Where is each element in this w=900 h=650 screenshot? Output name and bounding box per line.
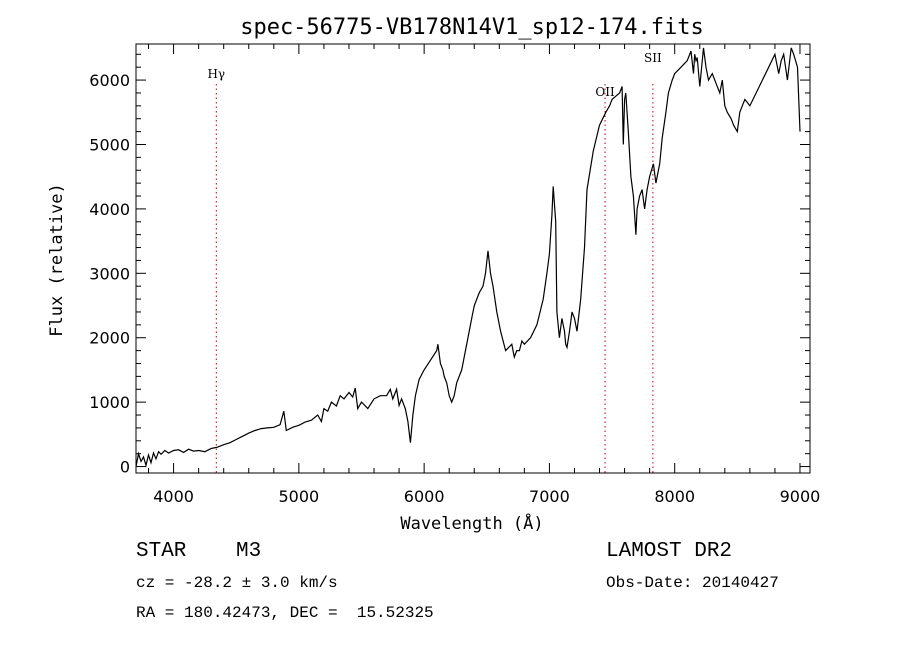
- y-tick-label-3000: 3000: [89, 264, 130, 283]
- y-axis-label: Flux (relative): [47, 183, 67, 337]
- object-class: STAR: [136, 540, 187, 563]
- object-subclass: M3: [236, 540, 262, 563]
- marker-label-1: OII: [595, 85, 615, 99]
- y-tick-label-0: 0: [120, 458, 130, 477]
- spectrum-chart: spec-56775-VB178N14V1_sp12-174.fits Flux…: [47, 15, 821, 534]
- y-tick-label-2000: 2000: [89, 329, 130, 348]
- x-axis-ticks: 4000 5000 6000 7000 8000 9000: [148, 44, 821, 506]
- coordinates-text: RA = 180.42473, DEC = 15.52325: [136, 604, 434, 622]
- y-tick-label-4000: 4000: [89, 200, 130, 219]
- redshift-text: cz = -28.2 ± 3.0 km/s: [136, 574, 338, 592]
- plot-frame: [135, 43, 811, 474]
- y-tick-label-6000: 6000: [89, 71, 130, 90]
- x-tick-label-7000: 7000: [529, 487, 570, 506]
- obs-date: Obs-Date: 20140427: [606, 574, 779, 592]
- x-tick-label-8000: 8000: [654, 487, 695, 506]
- x-tick-label-4000: 4000: [153, 487, 194, 506]
- x-axis-label: Wavelength (Å): [400, 512, 543, 534]
- marker-label-2: SII: [644, 51, 662, 65]
- x-tick-label-9000: 9000: [780, 487, 821, 506]
- marker-label-0: Hγ: [207, 67, 225, 81]
- x-tick-label-6000: 6000: [404, 487, 445, 506]
- y-axis-ticks: 0 1000 2000 3000 4000 5000 6000: [89, 53, 810, 477]
- spectrum-line: [135, 47, 801, 468]
- spectral-line-markers: Hγ OII SII: [207, 51, 662, 473]
- x-tick-label-5000: 5000: [279, 487, 320, 506]
- survey-name: LAMOST DR2: [606, 540, 733, 563]
- y-tick-label-1000: 1000: [89, 393, 130, 412]
- chart-title: spec-56775-VB178N14V1_sp12-174.fits: [240, 15, 704, 40]
- y-tick-label-5000: 5000: [89, 135, 130, 154]
